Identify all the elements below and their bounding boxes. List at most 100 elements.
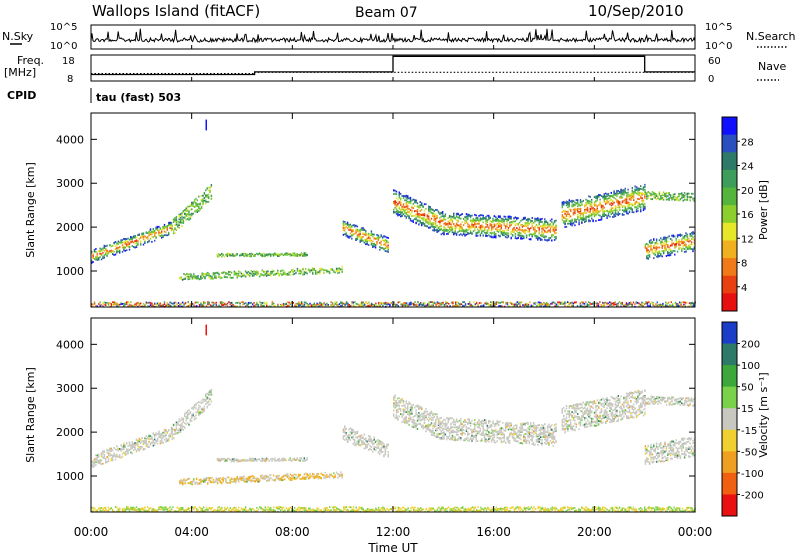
echo-cell (223, 271, 226, 274)
echo-cell (130, 301, 132, 303)
echo-cell (489, 235, 491, 238)
echo-cell (116, 251, 118, 254)
echo-cell (554, 302, 556, 305)
echo-cell (667, 301, 670, 304)
echo-cell (563, 209, 565, 212)
echo-cell (174, 232, 176, 234)
echo-cell (528, 238, 531, 241)
echo-cell (500, 227, 503, 230)
echo-cell (682, 196, 684, 199)
echo-cell (625, 304, 628, 307)
echo-cell (507, 235, 510, 238)
echo-cell (374, 246, 377, 249)
echo-cell (103, 450, 105, 452)
echo-cell (126, 245, 128, 247)
echo-cell (221, 302, 223, 305)
echo-cell (624, 210, 626, 213)
echo-cell (367, 237, 370, 239)
echo-cell (497, 219, 500, 221)
echo-cell (326, 269, 328, 272)
echo-cell (256, 301, 258, 304)
echo-cell (613, 302, 615, 304)
echo-cell (356, 236, 359, 238)
echo-cell (429, 222, 431, 224)
echo-cell (299, 302, 301, 304)
echo-cell (503, 223, 505, 225)
echo-cell (415, 210, 417, 212)
echo-cell (668, 235, 670, 238)
echo-cell (588, 202, 590, 204)
echo-cell (253, 255, 255, 257)
echo-cell (254, 254, 256, 257)
echo-cell (145, 440, 147, 442)
echo-cell (133, 304, 135, 307)
echo-cell (493, 219, 496, 222)
echo-cell (662, 238, 665, 241)
echo-cell (161, 304, 163, 307)
echo-cell (683, 244, 686, 246)
echo-cell (462, 218, 465, 220)
echo-cell (103, 451, 105, 454)
echo-cell (584, 205, 586, 208)
echo-cell (93, 250, 96, 252)
echo-cell (428, 303, 430, 306)
echo-cell (570, 222, 572, 225)
echo-cell (486, 235, 489, 237)
echo-cell (411, 211, 413, 214)
echo-cell (596, 209, 598, 211)
echo-cell (306, 254, 308, 257)
echo-cell (432, 304, 434, 307)
echo-cell (595, 302, 597, 305)
echo-cell (581, 212, 583, 215)
colorbar-segment (722, 187, 737, 206)
echo-cell (279, 254, 282, 256)
echo-cell (106, 456, 108, 458)
echo-cell (621, 193, 624, 196)
echo-cell (161, 438, 163, 440)
echo-cell (113, 447, 115, 449)
echo-cell (447, 232, 449, 235)
echo-cell (644, 303, 646, 305)
echo-cell (571, 205, 573, 208)
echo-cell (127, 305, 129, 308)
echo-cell (110, 245, 112, 248)
echo-cell (409, 219, 412, 222)
echo-cell (448, 226, 451, 229)
echo-cell (240, 254, 242, 257)
echo-cell (376, 234, 378, 236)
echo-cell (551, 218, 553, 221)
echo-cell (299, 270, 301, 272)
echo-cell (490, 224, 493, 226)
echo-cell (674, 246, 676, 249)
echo-cell (105, 460, 107, 463)
echo-cell (613, 201, 615, 204)
echo-cell (126, 238, 128, 240)
echo-cell (323, 271, 325, 274)
echo-cell (221, 272, 223, 275)
echo-cell (414, 218, 416, 220)
echo-cell (172, 428, 175, 431)
echo-cell (574, 212, 576, 215)
echo-cell (583, 305, 586, 307)
echo-cell (223, 255, 226, 258)
echo-cell (127, 241, 129, 244)
echo-cell (546, 304, 548, 307)
echo-cell (495, 233, 497, 236)
echo-cell (212, 277, 215, 280)
echo-cell (214, 302, 216, 305)
echo-cell (532, 227, 535, 229)
echo-cell (468, 227, 470, 230)
echo-cell (287, 304, 289, 307)
echo-cell (205, 195, 207, 198)
echo-cell (212, 272, 215, 275)
echo-cell (614, 208, 617, 210)
echo-cell (662, 250, 665, 253)
echo-cell (130, 241, 132, 244)
echo-cell (658, 192, 661, 195)
echo-cell (95, 459, 97, 461)
echo-cell (605, 192, 607, 195)
echo-cell (436, 215, 438, 217)
colorbar-tick-label: 24 (741, 162, 754, 173)
echo-cell (584, 218, 586, 221)
